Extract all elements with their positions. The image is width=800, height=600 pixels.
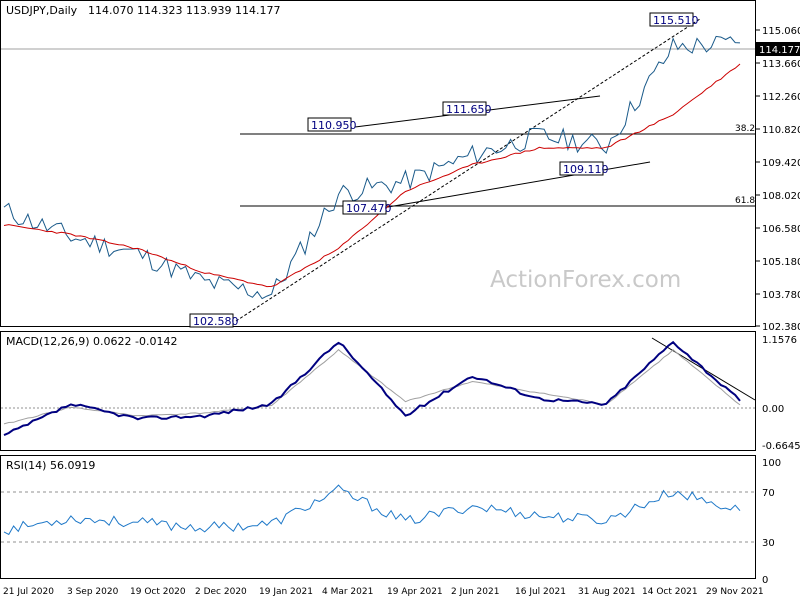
macd-axis: 1.1576 0.00 -0.6645 xyxy=(762,335,800,452)
label-102580: 102.580 xyxy=(189,313,239,328)
svg-text:110.950: 110.950 xyxy=(311,119,357,132)
macd-tick: 0.00 xyxy=(762,404,784,415)
price-tick: 113.660 xyxy=(762,59,800,70)
price-tick: 109.420 xyxy=(762,158,800,169)
svg-text:114.177: 114.177 xyxy=(759,45,800,56)
macd-signal-line xyxy=(3,349,741,425)
time-tick: 3 Sep 2020 xyxy=(67,587,119,597)
time-tick: 2 Dec 2020 xyxy=(195,587,247,597)
macd-line xyxy=(3,340,741,437)
price-tick: 115.060 xyxy=(762,26,800,37)
price-tick: 103.780 xyxy=(762,290,800,301)
symbol-header: USDJPY,Daily xyxy=(6,4,78,17)
svg-text:109.110: 109.110 xyxy=(563,163,609,176)
macd-panel xyxy=(0,331,756,451)
watermark: ActionForex.com xyxy=(490,267,681,293)
macd-tick: 1.1576 xyxy=(762,335,797,346)
time-axis: 21 Jul 2020 3 Sep 2020 19 Oct 2020 2 Dec… xyxy=(3,587,764,597)
price-panel xyxy=(0,0,756,327)
time-tick: 16 Jul 2021 xyxy=(515,587,566,597)
rsi-tick: 0 xyxy=(762,575,768,586)
rsi-tick: 100 xyxy=(762,458,781,469)
ohlc-header: 114.070 114.323 113.939 114.177 xyxy=(88,4,280,17)
time-tick: 2 Jun 2021 xyxy=(451,587,499,597)
rsi-line xyxy=(3,484,741,536)
price-tick: 105.180 xyxy=(762,257,800,268)
rsi-axis: 100 70 30 0 xyxy=(762,458,781,586)
time-tick: 21 Jul 2020 xyxy=(3,587,54,597)
svg-text:115.510: 115.510 xyxy=(653,14,699,27)
svg-text:107.470: 107.470 xyxy=(346,202,392,215)
price-axis: 115.060 113.660 112.260 110.820 109.420 … xyxy=(756,26,800,333)
time-tick: 29 Nov 2021 xyxy=(706,587,764,597)
price-tick: 112.260 xyxy=(762,92,800,103)
current-price-tag: 114.177 xyxy=(756,42,800,56)
label-107470: 107.470 xyxy=(342,200,392,215)
macd-tick: -0.6645 xyxy=(762,441,800,452)
price-tick: 102.380 xyxy=(762,322,800,333)
label-111650: 111.650 xyxy=(442,101,492,116)
svg-text:102.580: 102.580 xyxy=(193,315,239,328)
fib-382-label: 38.2 xyxy=(735,124,755,134)
lower-channel-line xyxy=(387,161,651,208)
time-tick: 14 Oct 2021 xyxy=(642,587,698,597)
time-tick: 19 Oct 2020 xyxy=(130,587,186,597)
fib-618-label: 61.8 xyxy=(735,196,755,206)
rsi-tick: 70 xyxy=(762,488,775,499)
moving-average-line xyxy=(3,63,741,288)
label-109110: 109.110 xyxy=(559,161,609,176)
time-tick: 19 Jan 2021 xyxy=(259,587,313,597)
time-tick: 19 Apr 2021 xyxy=(387,587,443,597)
label-115510: 115.510 xyxy=(649,12,699,27)
price-tick: 110.820 xyxy=(762,125,800,136)
price-tick: 106.580 xyxy=(762,224,800,235)
svg-text:111.650: 111.650 xyxy=(446,103,492,116)
label-110950: 110.950 xyxy=(307,117,357,132)
price-tick: 108.020 xyxy=(762,191,800,202)
time-tick: 31 Aug 2021 xyxy=(578,587,636,597)
dashed-trend-line xyxy=(235,18,701,322)
time-tick: 4 Mar 2021 xyxy=(322,587,373,597)
rsi-panel xyxy=(0,455,756,579)
rsi-tick: 30 xyxy=(762,538,775,549)
price-series xyxy=(3,35,741,300)
macd-header: MACD(12,26,9) 0.0622 -0.0142 xyxy=(6,335,177,348)
rsi-header: RSI(14) 56.0919 xyxy=(6,459,95,472)
